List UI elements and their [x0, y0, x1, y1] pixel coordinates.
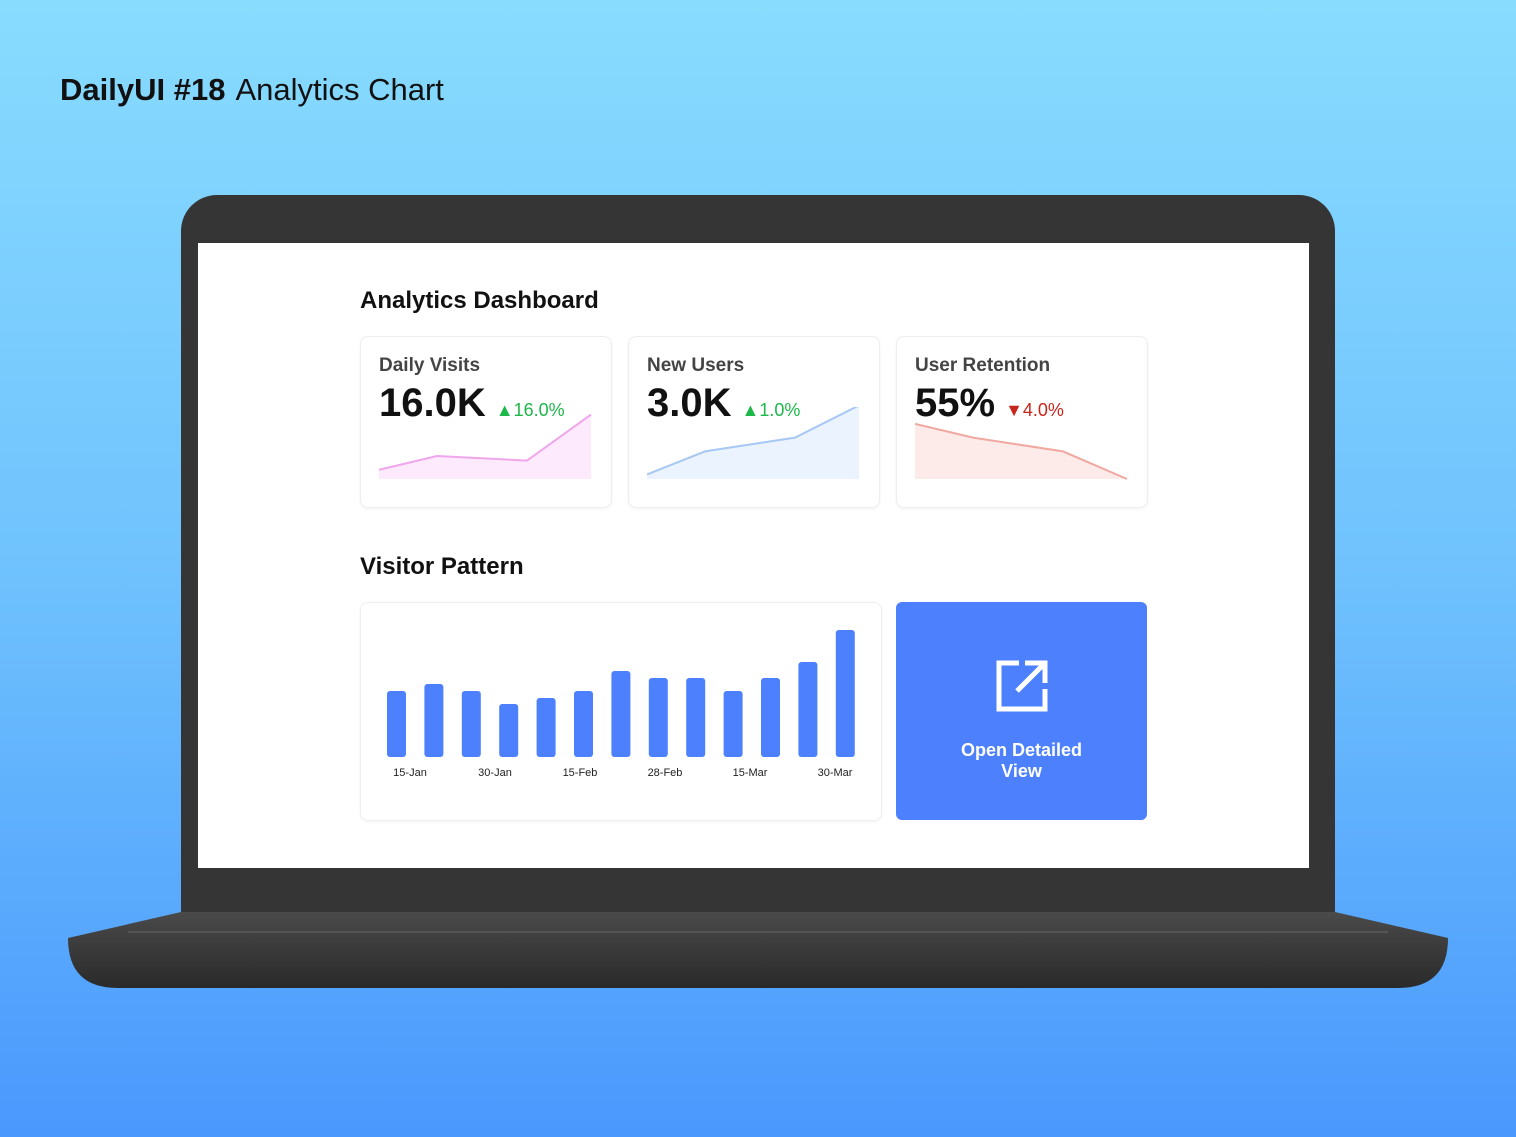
- cta-label: Open Detailed View: [960, 740, 1083, 781]
- sparkline-area: [647, 407, 859, 479]
- kpi-card: User Retention 55% ▼4.0%: [896, 336, 1148, 508]
- kpi-card: New Users 3.0K ▲1.0%: [628, 336, 880, 508]
- arrow-up-icon: ▲: [741, 400, 760, 420]
- bar[interactable]: [686, 678, 706, 757]
- arrow-down-icon: ▼: [1005, 400, 1023, 420]
- x-tick-label: 30-Mar: [818, 767, 853, 779]
- bar[interactable]: [798, 662, 818, 757]
- laptop-base: [68, 912, 1448, 988]
- sparkline: [379, 413, 592, 479]
- visitor-bar-chart: 15-Jan 30-Jan 15-Feb 28-Feb 15-Mar 30-Mar: [360, 602, 882, 821]
- kpi-card: Daily Visits 16.0K ▲16.0%: [360, 336, 612, 508]
- kpi-value: 3.0K ▲1.0%: [647, 381, 801, 425]
- bar[interactable]: [424, 684, 444, 757]
- sparkline: [915, 422, 1128, 480]
- sparkline-line: [647, 407, 859, 476]
- sparkline-line: [379, 413, 592, 471]
- bar[interactable]: [387, 691, 406, 757]
- sparkline-area: [379, 414, 591, 479]
- kpi-change: ▲16.0%: [495, 400, 565, 420]
- bar[interactable]: [723, 691, 743, 757]
- kpi-label: User Retention: [915, 355, 1051, 376]
- dashboard-title: Analytics Dashboard: [360, 287, 599, 314]
- bar[interactable]: [761, 678, 780, 757]
- kpi-label: Daily Visits: [379, 355, 481, 376]
- section-title: Visitor Pattern: [360, 553, 524, 580]
- kpi-label: New Users: [647, 355, 745, 376]
- sparkline-line: [915, 422, 1128, 480]
- arrow-up-icon: ▲: [495, 400, 514, 420]
- shot-title: DailyUI #18 Analytics Chart: [60, 72, 444, 107]
- bar[interactable]: [611, 671, 631, 757]
- bar[interactable]: [648, 678, 668, 757]
- x-tick-label: 30-Jan: [478, 767, 512, 779]
- bar[interactable]: [574, 691, 593, 757]
- x-tick-label: 28-Feb: [648, 767, 683, 779]
- x-tick-label: 15-Jan: [393, 767, 427, 779]
- kpi-value: 16.0K ▲16.0%: [379, 381, 565, 425]
- external-link-icon: [996, 660, 1048, 712]
- x-tick-label: 15-Mar: [733, 767, 768, 779]
- open-detailed-view-button[interactable]: Open Detailed View: [896, 602, 1147, 820]
- sparkline-area: [915, 423, 1127, 479]
- bar[interactable]: [499, 704, 519, 757]
- bar[interactable]: [461, 691, 481, 757]
- kpi-value: 55% ▼4.0%: [915, 381, 1064, 425]
- kpi-change: ▼4.0%: [1005, 400, 1064, 420]
- x-tick-label: 15-Feb: [563, 767, 598, 779]
- kpi-change: ▲1.0%: [741, 400, 801, 420]
- bar[interactable]: [536, 698, 556, 757]
- sparkline: [647, 407, 859, 479]
- screen: Analytics Dashboard Daily Visits 16.0K ▲1…: [198, 243, 1309, 868]
- bar[interactable]: [835, 630, 855, 757]
